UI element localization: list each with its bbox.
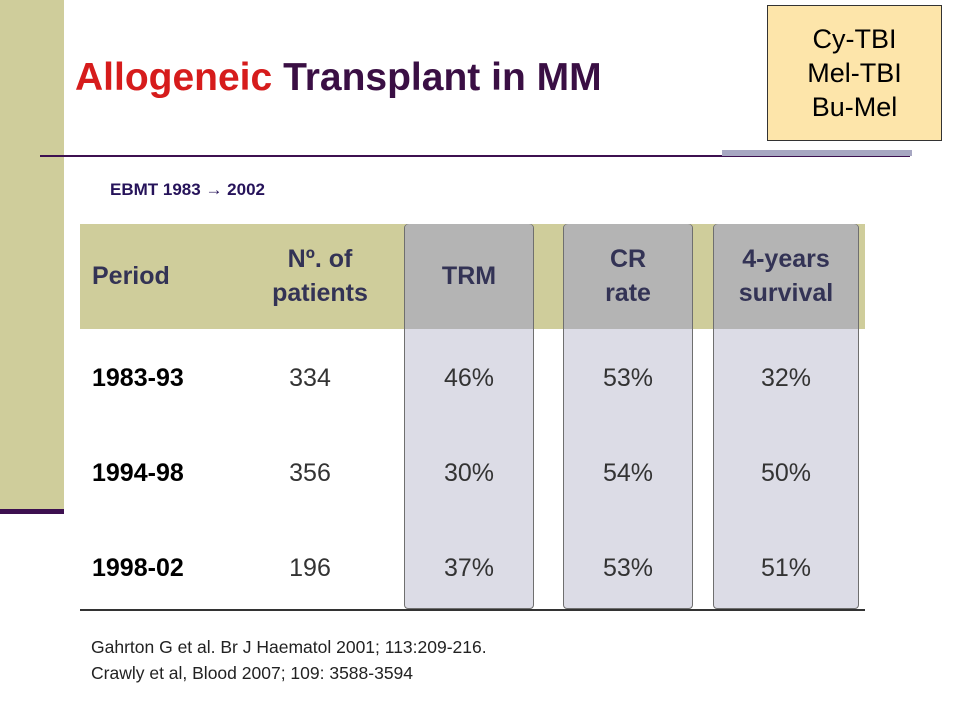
row-period: 1994-98	[92, 458, 184, 487]
row-cr: 53%	[602, 553, 654, 582]
title-rule-accent	[722, 150, 912, 156]
header-period: Period	[92, 261, 170, 290]
survival-header-shade	[714, 224, 858, 329]
table-bottom-rule	[80, 609, 865, 611]
regimen-item: Cy-TBI	[812, 23, 897, 54]
cr-header-shade	[564, 224, 692, 329]
row-patients: 196	[289, 553, 331, 582]
trm-header-shade	[405, 224, 533, 329]
header-survival-line1: 4-years	[742, 244, 830, 273]
reference-item: Gahrton G et al. Br J Haematol 2001; 113…	[91, 637, 487, 657]
header-cr-rate: CR rate	[563, 224, 693, 329]
title-word-allogeneic: Allogeneic	[75, 56, 273, 99]
arrow-icon: →	[205, 180, 223, 199]
header-survival-line2: survival	[738, 278, 834, 307]
header-patients: Nº. of patients	[240, 224, 400, 329]
row-trm: 46%	[443, 363, 495, 392]
row-period: 1998-02	[92, 553, 184, 582]
row-cr: 54%	[602, 458, 654, 487]
data-source-label: EBMT 1983 → 2002	[110, 180, 265, 200]
title-rest: Transplant in MM	[283, 56, 602, 99]
left-decor-bar	[0, 0, 64, 512]
slide-title: Allogeneic Transplant in MM	[75, 56, 602, 100]
row-survival: 50%	[760, 458, 812, 487]
row-patients: 334	[289, 363, 331, 392]
title-rule	[40, 155, 910, 157]
reference-item: Crawly et al, Blood 2007; 109: 3588-3594	[91, 663, 414, 684]
source-end: 2002	[227, 180, 265, 199]
row-survival: 32%	[760, 363, 812, 392]
regimen-item: Bu-Mel	[811, 92, 898, 123]
row-trm: 30%	[443, 458, 495, 487]
row-patients: 356	[289, 458, 331, 487]
header-cr-line1: CR	[609, 244, 647, 273]
regimen-item: Mel-TBI	[807, 57, 902, 88]
regimen-box: Cy-TBI Mel-TBI Bu-Mel	[767, 5, 942, 141]
header-cr-line2: rate	[605, 278, 651, 307]
source-start: EBMT 1983	[110, 180, 201, 199]
left-decor-underline	[0, 509, 64, 514]
header-trm: TRM	[441, 261, 497, 290]
header-survival: 4-years survival	[713, 224, 859, 329]
row-trm: 37%	[443, 553, 495, 582]
header-patients-line2: patients	[272, 278, 368, 307]
row-survival: 51%	[760, 553, 812, 582]
row-cr: 53%	[602, 363, 654, 392]
references: Gahrton G et al. Br J Haematol 2001; 113…	[91, 634, 487, 687]
row-period: 1983-93	[92, 363, 184, 392]
header-patients-line1: Nº. of	[287, 244, 353, 273]
